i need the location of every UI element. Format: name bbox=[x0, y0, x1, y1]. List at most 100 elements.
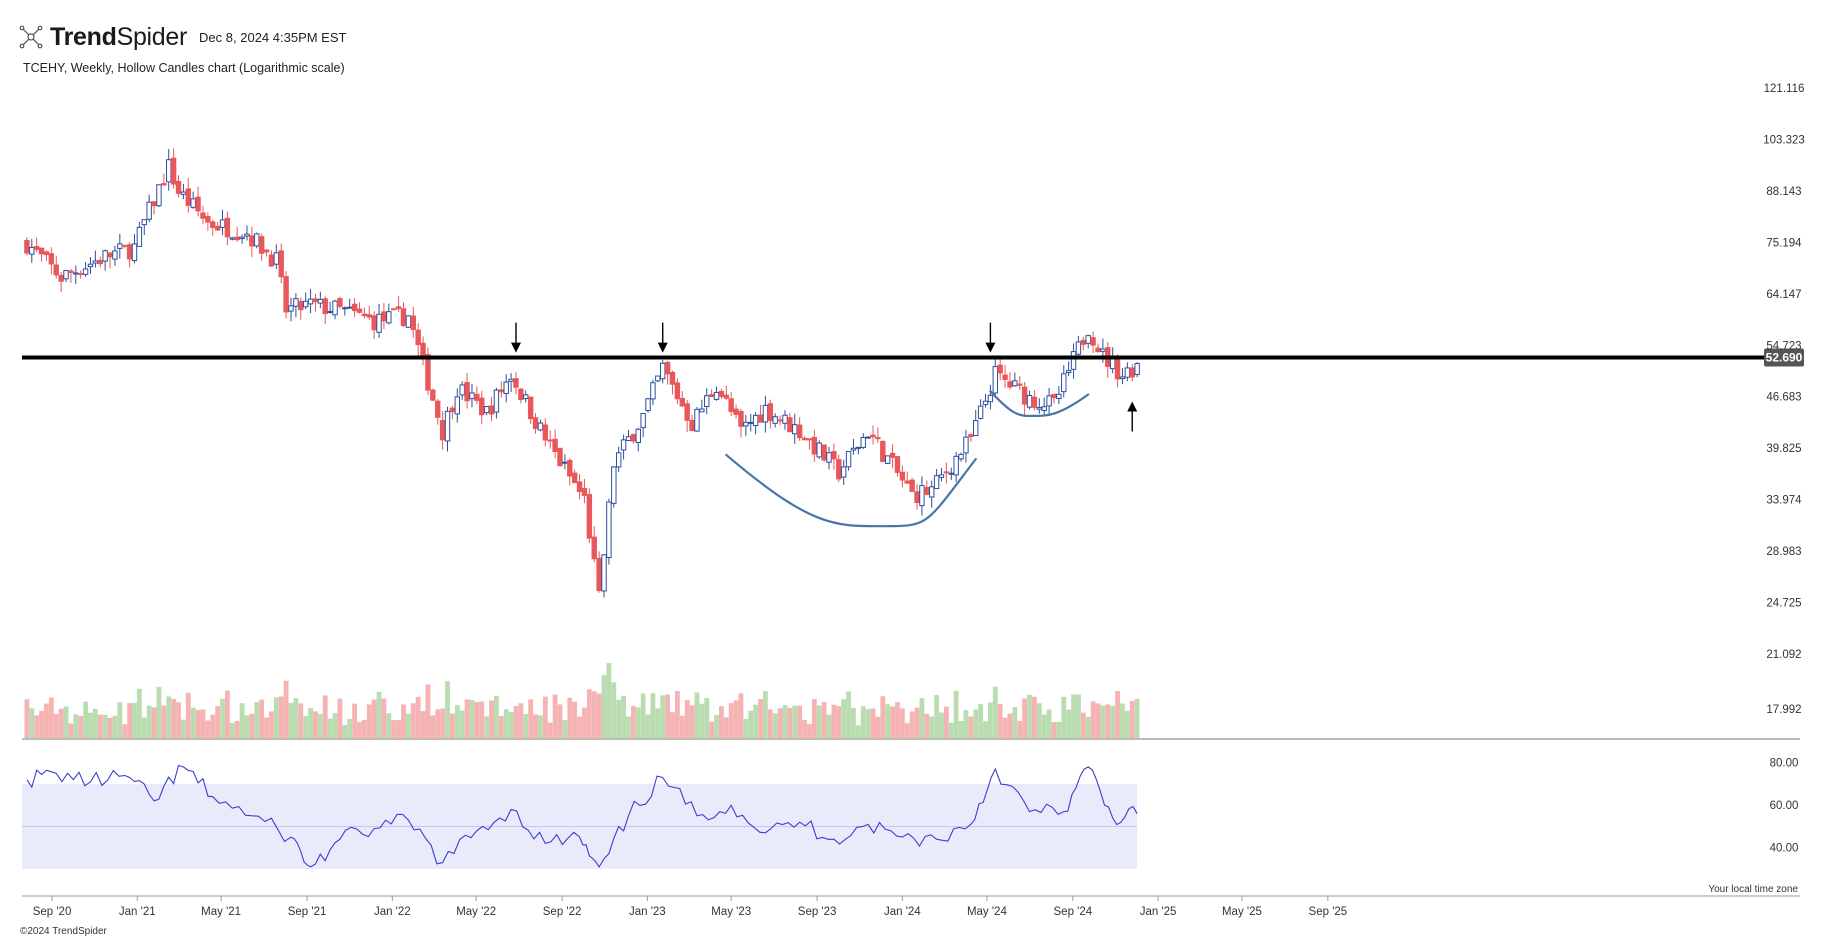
volume-bar bbox=[934, 695, 939, 738]
volume-bar bbox=[797, 705, 803, 738]
volume-bar bbox=[180, 719, 186, 738]
candle-body bbox=[278, 250, 284, 278]
volume-bar bbox=[459, 710, 465, 738]
volume-bar bbox=[156, 686, 162, 738]
candle-body bbox=[244, 233, 250, 237]
candle-body bbox=[126, 244, 133, 260]
candle-body bbox=[953, 455, 959, 476]
candle-body bbox=[1056, 393, 1062, 400]
volume-bar bbox=[313, 711, 318, 738]
candle-body bbox=[337, 298, 343, 307]
volume-bar bbox=[1134, 698, 1140, 738]
volume-bar bbox=[151, 707, 157, 738]
volume-bar bbox=[401, 704, 406, 738]
candle-body bbox=[205, 216, 211, 223]
candle-body bbox=[1021, 386, 1028, 405]
volume-bar bbox=[855, 725, 861, 738]
volume-bar bbox=[924, 713, 930, 738]
volume-bar bbox=[430, 715, 436, 738]
volume-bar bbox=[322, 695, 328, 738]
volume-bar bbox=[410, 703, 416, 738]
volume-bar bbox=[1105, 704, 1111, 738]
volume-bar bbox=[1002, 717, 1008, 738]
volume-bar bbox=[978, 704, 984, 738]
volume-bar bbox=[899, 708, 905, 738]
volume-bar bbox=[811, 699, 817, 738]
volume-bar bbox=[763, 691, 768, 738]
volume-bar bbox=[97, 714, 103, 738]
volume-bar bbox=[102, 714, 108, 738]
x-tick-label: May '24 bbox=[967, 906, 1008, 918]
x-tick-label: Jan '21 bbox=[119, 906, 156, 918]
candle-body bbox=[615, 452, 622, 468]
volume-bar bbox=[777, 708, 783, 738]
candle-body bbox=[136, 226, 143, 247]
candle-body bbox=[24, 239, 30, 254]
candle-body bbox=[889, 452, 896, 458]
volume-bar bbox=[68, 723, 74, 738]
x-tick-label: Sep '22 bbox=[543, 906, 582, 918]
volume-bar bbox=[885, 704, 891, 738]
candle-body bbox=[73, 272, 79, 275]
candle-body bbox=[444, 410, 451, 442]
candle-body bbox=[82, 268, 89, 275]
candle-body bbox=[997, 364, 1003, 374]
volume-bar bbox=[870, 708, 876, 738]
volume-bar bbox=[220, 698, 225, 738]
candle-body bbox=[1095, 347, 1101, 353]
candle-body bbox=[391, 308, 397, 311]
candle-body bbox=[1070, 351, 1077, 370]
candle-body bbox=[728, 398, 734, 412]
volume-bar bbox=[327, 718, 333, 738]
volume-bar bbox=[650, 693, 656, 738]
candle-body bbox=[63, 270, 69, 280]
volume-bar bbox=[787, 707, 793, 738]
volume-bar bbox=[1090, 701, 1096, 738]
candle-body bbox=[870, 434, 876, 438]
candle-body bbox=[948, 472, 954, 475]
candle-body bbox=[772, 416, 778, 424]
volume-bar bbox=[836, 706, 842, 738]
candle-body bbox=[660, 362, 666, 380]
candle-body bbox=[1026, 394, 1033, 408]
volume-bar bbox=[572, 701, 578, 738]
candle-body bbox=[175, 180, 182, 194]
volume-bar bbox=[1017, 720, 1023, 738]
volume-bar bbox=[498, 715, 504, 738]
candle-body bbox=[826, 452, 832, 463]
volume-bar bbox=[298, 703, 304, 738]
candle-body bbox=[224, 217, 231, 238]
volume-bar bbox=[582, 707, 587, 738]
candle-body bbox=[156, 184, 162, 207]
candle-body bbox=[1031, 396, 1038, 408]
local-time-note: Your local time zone bbox=[1708, 884, 1798, 895]
candle-body bbox=[733, 408, 739, 415]
y-tick-label: 121.116 bbox=[1764, 83, 1805, 95]
volume-bar bbox=[1012, 707, 1018, 738]
volume-bar bbox=[29, 708, 35, 738]
candle-body bbox=[405, 315, 412, 328]
candle-body bbox=[87, 263, 94, 268]
volume-bar bbox=[919, 698, 925, 738]
candle-body bbox=[567, 459, 573, 477]
volume-bar bbox=[283, 680, 289, 738]
volume-bar bbox=[1085, 716, 1091, 738]
volume-bar bbox=[953, 690, 959, 738]
rsi-panel bbox=[22, 764, 1138, 869]
candle-body bbox=[674, 382, 681, 400]
annotations: 52.690 bbox=[22, 322, 1804, 528]
volume-bar bbox=[513, 706, 519, 738]
volume-bar bbox=[807, 724, 812, 738]
candle-body bbox=[97, 259, 103, 265]
volume-bar bbox=[136, 688, 142, 738]
volume-bar bbox=[391, 719, 397, 738]
candle-body bbox=[532, 417, 539, 429]
volume-bar bbox=[1027, 694, 1032, 738]
arrow-head bbox=[985, 342, 996, 353]
volume-bar bbox=[171, 698, 177, 738]
volume-bar bbox=[552, 694, 558, 738]
volume-bar bbox=[792, 705, 798, 738]
candle-body bbox=[645, 398, 651, 412]
candle-body bbox=[752, 414, 759, 427]
